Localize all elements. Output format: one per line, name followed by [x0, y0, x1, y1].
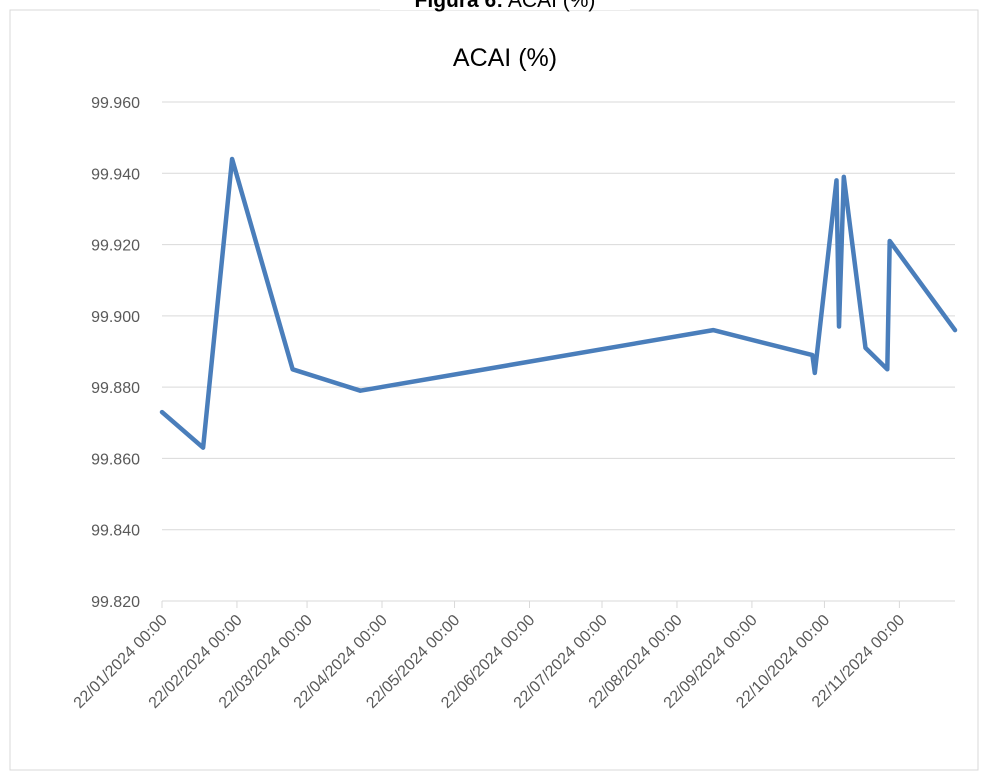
y-tick-label: 99.860 — [91, 451, 140, 468]
y-tick-label: 99.940 — [91, 166, 140, 183]
y-tick-label: 99.920 — [91, 238, 140, 255]
chart-title: ACAI (%) — [453, 44, 557, 72]
y-tick-label: 99.880 — [91, 380, 140, 397]
heading-text: ACAI (%) — [508, 0, 596, 12]
y-tick-label: 99.900 — [91, 309, 140, 326]
heading-bg — [380, 0, 630, 10]
figure-heading: Figura 6: ACAI (%) — [415, 0, 596, 12]
y-tick-label: 99.820 — [91, 594, 140, 611]
y-tick-label: 99.960 — [91, 95, 140, 112]
chart-frame — [9, 9, 979, 771]
heading-label: Figura 6: — [415, 0, 504, 12]
y-tick-label: 99.840 — [91, 523, 140, 540]
data-line — [159, 156, 958, 450]
